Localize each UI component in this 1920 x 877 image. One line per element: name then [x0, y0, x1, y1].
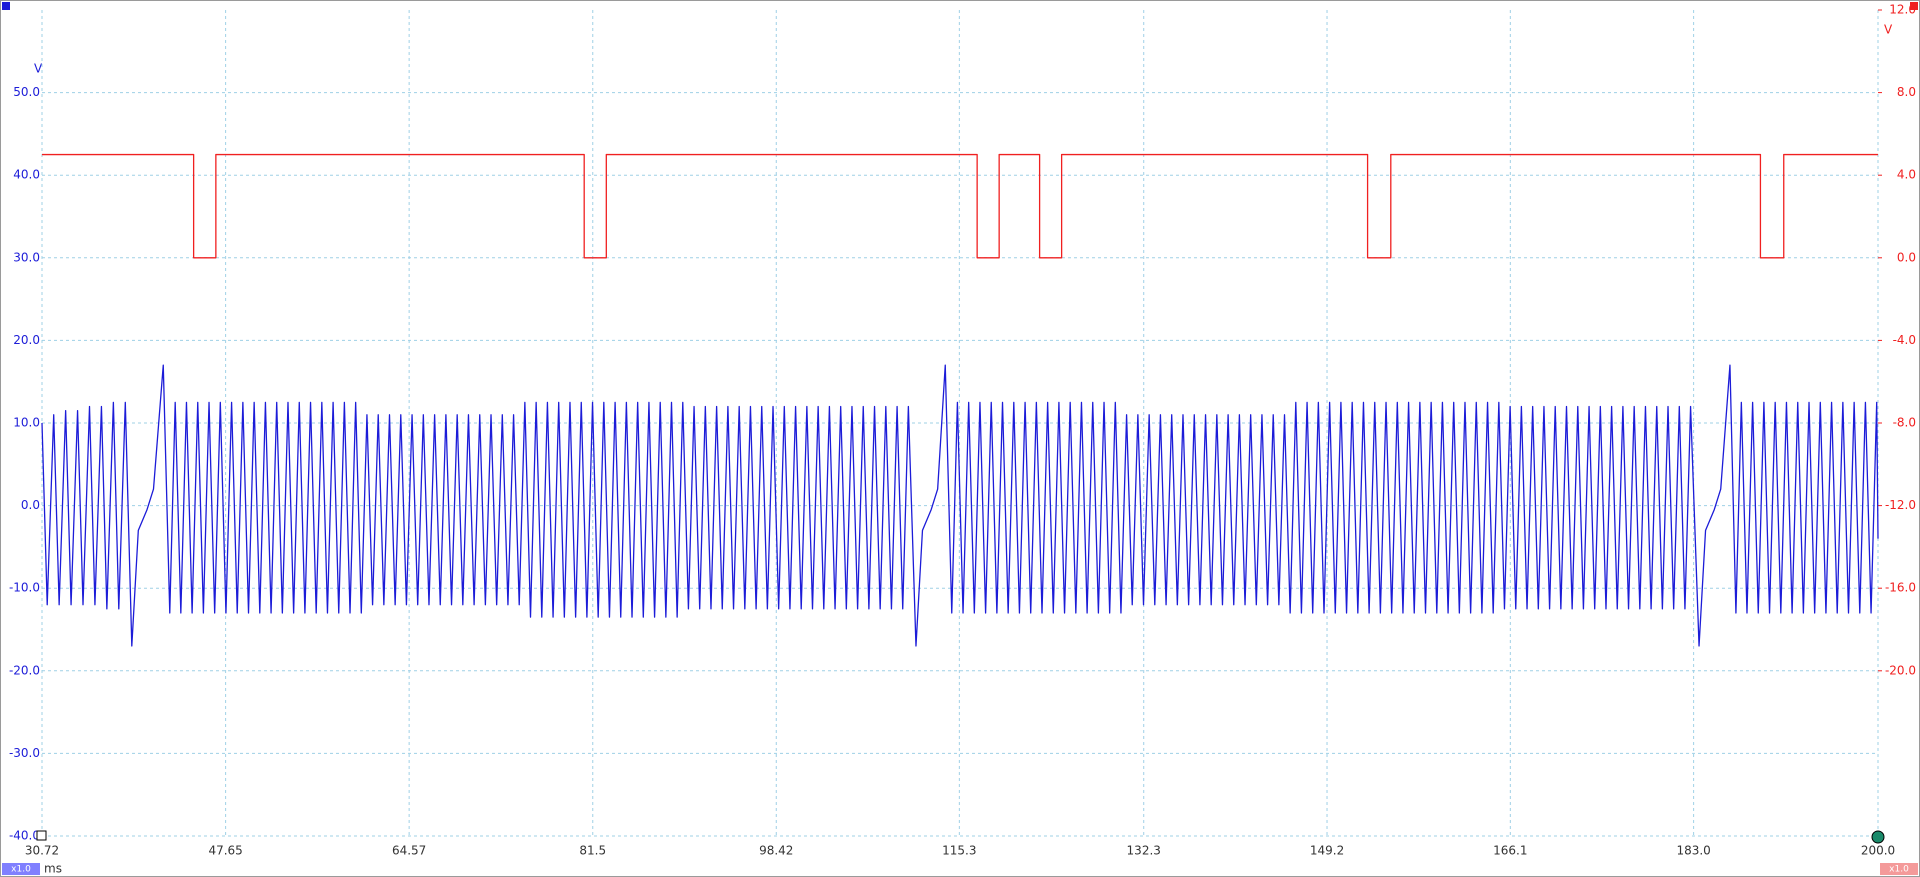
y2-unit: V	[1884, 23, 1893, 37]
x-tick-label: 47.65	[208, 844, 242, 858]
signal-trace	[42, 153, 1878, 259]
y2-tick-label: 12.0	[1889, 3, 1916, 17]
x-tick-label: 132.3	[1127, 844, 1161, 858]
y2-tick-label: -8.0	[1893, 416, 1916, 430]
channel-a-marker[interactable]	[2, 2, 10, 10]
y-tick-label: -10.0	[9, 581, 40, 595]
y-tick-label: 0.0	[21, 498, 40, 512]
channel-b-scale: x1.0	[1889, 865, 1909, 875]
y-tick-label: -40.0	[9, 829, 40, 843]
ruler-handle[interactable]	[36, 830, 47, 841]
y-tick-label: -20.0	[9, 663, 40, 677]
trigger-marker[interactable]	[1871, 830, 1885, 844]
channel-a-scale-badge[interactable]	[2, 863, 40, 875]
y2-tick-label: -16.0	[1885, 581, 1916, 595]
channel-b-marker[interactable]	[1910, 2, 1918, 10]
x-tick-label: 64.57	[392, 844, 426, 858]
y2-tick-label: -12.0	[1885, 498, 1916, 512]
y2-tick-label: 8.0	[1897, 85, 1916, 99]
x-tick-label: 98.42	[759, 844, 793, 858]
x-tick-label: 81.5	[579, 844, 606, 858]
y-tick-label: 40.0	[13, 168, 40, 182]
y-tick-label: 20.0	[13, 333, 40, 347]
x-tick-label: 166.1	[1493, 844, 1527, 858]
x-tick-label: 183.0	[1676, 844, 1710, 858]
y-tick-label: 10.0	[13, 416, 40, 430]
channel-b-scale-badge[interactable]	[1880, 863, 1918, 875]
y-tick-label: -30.0	[9, 746, 40, 760]
y-tick-label: 30.0	[13, 250, 40, 264]
x-tick-label: 149.2	[1310, 844, 1344, 858]
x-tick-label: 30.72	[25, 844, 59, 858]
y2-tick-label: -4.0	[1893, 333, 1916, 347]
y-unit: V	[34, 62, 43, 76]
x-unit: ms	[44, 862, 62, 876]
y2-tick-label: -20.0	[1885, 663, 1916, 677]
signal-trace	[41, 364, 1879, 647]
y-tick-label: 50.0	[13, 85, 40, 99]
channel-a-scale: x1.0	[11, 865, 31, 875]
x-tick-label: 200.0	[1861, 844, 1895, 858]
y2-tick-label: 4.0	[1897, 168, 1916, 182]
x-tick-label: 115.3	[942, 844, 976, 858]
y2-tick-label: 0.0	[1897, 250, 1916, 264]
